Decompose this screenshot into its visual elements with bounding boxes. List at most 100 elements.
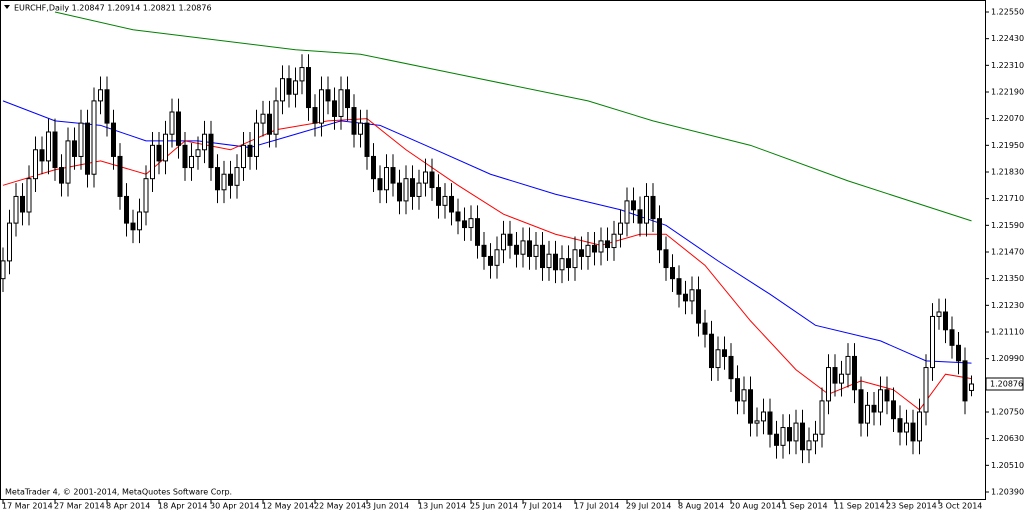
candle-body	[78, 122, 84, 157]
candle-body	[962, 360, 968, 402]
candle-body	[260, 113, 266, 124]
x-tick-label: 7 Jul 2014	[522, 502, 562, 511]
candle-body	[72, 140, 77, 157]
candle-body	[657, 218, 662, 251]
candle-body	[215, 167, 220, 191]
candle-body	[176, 111, 181, 146]
candle-body	[241, 144, 246, 169]
candle-body	[390, 167, 396, 184]
candle-body	[384, 167, 389, 191]
candle-body	[39, 149, 45, 162]
candle-body	[826, 367, 831, 402]
candle-body	[624, 200, 630, 224]
x-tick-label: 25 Jun 2014	[470, 502, 518, 511]
candle-body	[806, 440, 812, 451]
candle-body	[26, 178, 32, 213]
y-tick-label: 1.20630	[991, 434, 1024, 443]
candle-body	[689, 289, 695, 302]
candle-body	[501, 233, 506, 251]
candle-body	[559, 258, 565, 271]
candle-body	[208, 133, 214, 169]
y-tick-label: 1.20510	[991, 461, 1024, 470]
candle-body	[917, 411, 922, 442]
y-tick-label: 1.21830	[991, 168, 1024, 177]
candle-body	[345, 89, 350, 109]
candle-body	[533, 244, 539, 257]
candle-body	[618, 222, 623, 235]
y-tick-label: 1.21230	[991, 301, 1024, 310]
candle-body	[416, 182, 422, 197]
candle-body	[273, 100, 279, 135]
candle-body	[507, 233, 513, 246]
candle-body	[306, 67, 311, 109]
candle-body	[540, 244, 545, 269]
candle-body	[709, 333, 714, 369]
x-tick-label: 8 Aug 2014	[678, 502, 724, 511]
x-tick-label: 12 May 2014	[262, 502, 314, 511]
candle-body	[20, 195, 25, 213]
candle-body	[228, 173, 233, 186]
candle-body	[442, 195, 448, 206]
candle-body	[520, 240, 526, 255]
candle-body	[111, 122, 116, 157]
y-tick-label: 1.21710	[991, 194, 1024, 203]
candle-body	[813, 433, 818, 442]
candle-body	[715, 349, 721, 369]
candle-body	[936, 311, 942, 317]
candle-body	[156, 144, 162, 162]
candle-body	[956, 344, 961, 362]
y-tick-label: 1.21470	[991, 248, 1024, 257]
candle-body	[332, 100, 337, 117]
candle-body	[650, 195, 656, 220]
symbol-menu-icon	[4, 5, 10, 9]
candle-body	[364, 122, 370, 157]
x-tick-label: 22 May 2014	[314, 502, 366, 511]
candle-body	[195, 149, 201, 157]
candle-body	[163, 133, 168, 162]
candle-body	[494, 249, 500, 266]
candle-body	[832, 367, 838, 384]
candle-body	[429, 171, 435, 189]
candle-body	[33, 149, 38, 180]
x-tick-label: 3 Jun 2014	[366, 502, 409, 511]
candle-body	[182, 144, 188, 169]
plot-frame	[0, 0, 986, 500]
candle-body	[761, 411, 766, 422]
candle-body	[468, 218, 474, 229]
candle-body	[462, 220, 467, 229]
candle-body	[449, 195, 454, 213]
candle-body	[592, 244, 597, 253]
x-tick-label: 23 Sep 2014	[886, 502, 937, 511]
x-tick-label: 18 Apr 2014	[158, 502, 207, 511]
candle-body	[748, 389, 753, 424]
candle-body	[13, 195, 19, 224]
candle-body	[514, 244, 519, 255]
last-price-box	[985, 377, 1024, 391]
x-tick-label: 1 Sep 2014	[782, 502, 828, 511]
x-tick-label: 29 Jul 2014	[626, 502, 671, 511]
candle-body	[910, 422, 916, 442]
candle-body	[572, 249, 578, 269]
candle-body	[267, 113, 272, 135]
candle-body	[722, 349, 727, 357]
candle-body	[377, 178, 383, 191]
candle-body	[319, 89, 324, 124]
x-tick-label: 30 Apr 2014	[210, 502, 259, 511]
candle-body	[819, 400, 825, 435]
candle-body	[85, 122, 90, 175]
y-tick-label: 1.22070	[991, 114, 1024, 123]
candle-body	[455, 211, 461, 222]
candle-body	[566, 258, 571, 269]
candle-body	[839, 373, 844, 384]
candle-body	[741, 389, 747, 402]
candle-body	[637, 209, 643, 224]
moving-average	[2, 100, 972, 364]
candle-body	[488, 255, 493, 266]
y-tick-label: 1.22310	[991, 61, 1024, 70]
y-tick-label: 1.21110	[991, 328, 1024, 337]
candle-body	[98, 89, 103, 102]
candle-body	[787, 427, 792, 442]
candle-body	[358, 122, 363, 135]
candle-body	[923, 367, 929, 413]
candle-body	[865, 404, 870, 424]
